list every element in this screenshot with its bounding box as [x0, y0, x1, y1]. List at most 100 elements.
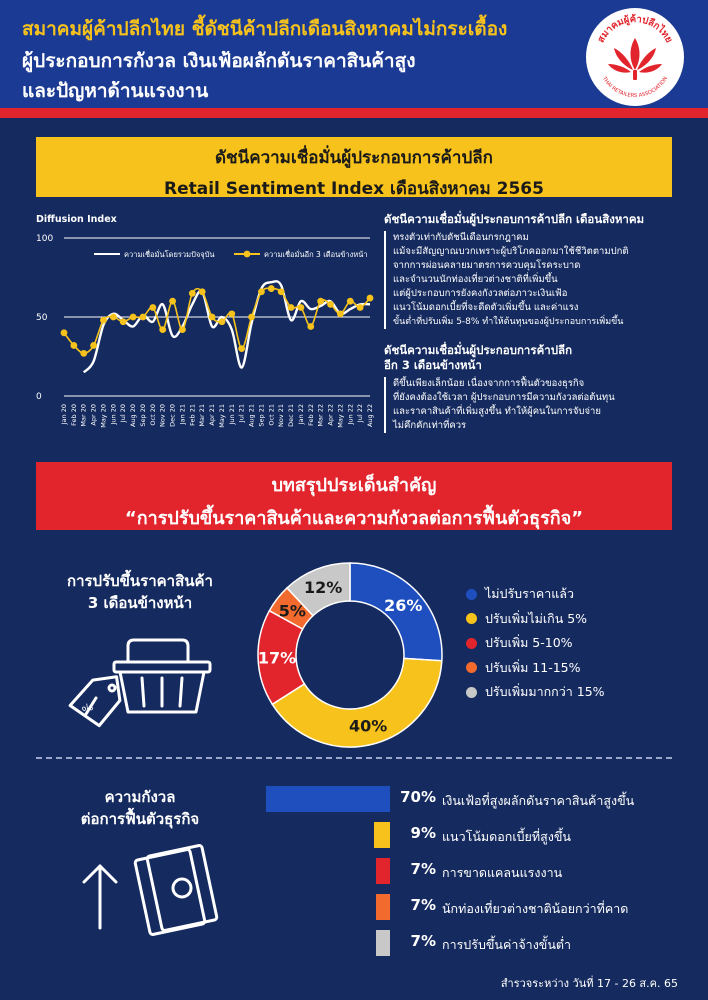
slice-label: 12%: [304, 578, 342, 597]
legend-dot: [466, 686, 477, 698]
concern-category-label: การปรับขึ้นค่าจ้างขั้นต่ำ: [442, 937, 572, 952]
data-point: [129, 313, 137, 321]
slice-label: 5%: [279, 601, 306, 620]
data-point: [297, 304, 305, 311]
data-point: [346, 297, 354, 305]
legend-item: ปรับเพิ่มมากกว่า 15%: [466, 680, 605, 705]
slice-label: 40%: [349, 717, 387, 736]
x-tick-label: May 22: [336, 404, 344, 428]
concern-value-label: 7%: [410, 932, 436, 950]
data-point: [336, 310, 344, 318]
x-tick-label: Apr 20: [90, 404, 98, 426]
y-tick-label: 50: [36, 313, 48, 323]
x-tick-label: Mar 20: [80, 404, 88, 427]
x-tick-label: Mar 22: [317, 404, 325, 427]
panel-text-line: แม้จะมีสัญญาณบวกเพราะผู้บริโภคออกมาใช้ชี…: [393, 246, 629, 257]
data-point: [228, 310, 236, 318]
concern-section-line2: ต่อการฟื้นตัวธุรกิจ: [80, 810, 200, 828]
series-line-current: [82, 280, 371, 374]
x-tick-label: Dec 20: [169, 404, 177, 427]
price-section-line2: 3 เดือนข้างหน้า: [87, 594, 193, 612]
x-tick-label: Jul 20: [119, 404, 127, 423]
data-point: [80, 349, 88, 357]
data-point: [188, 289, 196, 297]
data-point: [169, 297, 176, 305]
section-divider: [36, 757, 672, 759]
panel-text-line: ที่ยังคงต้องใช้เวลา ผู้ประกอบการมีความกั…: [393, 392, 615, 403]
legend-label: ปรับเพิ่มไม่เกิน 5%: [485, 610, 588, 626]
shopping-basket-icon: %: [68, 638, 212, 728]
concern-category-label: เงินเฟ้อที่สูงผลักดันราคาสินค้าสูงขึ้น: [442, 793, 635, 808]
data-point: [317, 297, 325, 305]
concern-bar-chart: 70% เงินเฟ้อที่สูงผลักดันราคาสินค้าสูงขึ้…: [0, 780, 708, 960]
slice-label: 17%: [258, 648, 296, 667]
legend-label: ความเชื่อมั่นโดยรวมปัจจุบัน: [124, 249, 215, 259]
data-point: [287, 304, 295, 311]
donut-legend: ไม่ปรับราคาแล้ว ปรับเพิ่มไม่เกิน 5% ปรับ…: [466, 582, 605, 705]
x-tick-label: Feb 20: [70, 404, 78, 426]
legend-marker: [243, 250, 251, 258]
concern-category-label: แนวโน้มดอกเบี้ยที่สูงขึ้น: [442, 829, 571, 844]
concern-section-line1: ความกังวล: [104, 788, 176, 806]
concern-bar: [376, 894, 390, 920]
concern-value-label: 9%: [410, 824, 436, 842]
data-point: [238, 345, 246, 352]
concern-bar: [376, 930, 390, 956]
inflation-money-icon: [82, 844, 219, 936]
panel-text-line: แต่ผู้ประกอบการยังคงกังวลต่อภาวะเงินเฟ้อ: [393, 288, 568, 299]
y-tick-label: 0: [36, 392, 42, 402]
x-tick-label: Nov 20: [159, 404, 167, 427]
concern-bar: [376, 858, 390, 884]
index-banner-subtitle: Retail Sentiment Index เดือนสิงหาคม 2565: [164, 179, 544, 199]
panel-heading-future-1: ดัชนีความเชื่อมั่นผู้ประกอบการค้าปลีก: [384, 343, 573, 357]
panel-heading-current: ดัชนีความเชื่อมั่นผู้ประกอบการค้าปลีก เด…: [384, 212, 645, 226]
summary-banner: บทสรุปประเด็นสำคัญ “การปรับขึ้นราคาสินค้…: [36, 462, 672, 530]
price-section-label: การปรับขึ้นราคาสินค้า 3 เดือนข้างหน้า: [40, 570, 240, 614]
concern-category-label: นักท่องเที่ยวต่างชาติน้อยกว่าที่คาด: [442, 901, 629, 916]
donut-slice: [271, 657, 443, 748]
concern-category-label: การขาดแคลนแรงงาน: [442, 865, 563, 880]
price-increase-donut: 26% 40% 17% 5% 12%: [257, 562, 443, 748]
data-point: [327, 300, 334, 308]
data-point: [109, 313, 117, 321]
x-tick-label: Jun 20: [109, 404, 117, 426]
legend-dot: [466, 613, 477, 625]
x-tick-label: Jul 22: [356, 404, 364, 423]
index-banner-title: ดัชนีความเชื่อมั่นผู้ประกอบการค้าปลีก: [215, 148, 493, 168]
data-point: [277, 288, 285, 296]
concern-value-label: 7%: [410, 896, 436, 914]
x-tick-label: Jul 21: [238, 404, 246, 423]
y-tick-label: 100: [36, 234, 53, 244]
concern-section-label: ความกังวล ต่อการฟื้นตัวธุรกิจ: [40, 786, 240, 830]
survey-date: สำรวจระหว่าง วันที่ 17 - 26 ส.ค. 65: [500, 977, 678, 990]
legend-label: ไม่ปรับราคาแล้ว: [485, 586, 574, 602]
summary-panel: ดัชนีความเชื่อมั่นผู้ประกอบการค้าปลีก เด…: [384, 212, 684, 433]
headline-1: สมาคมผู้ค้าปลีกไทย ชี้ดัชนีค้าปลีกเดือนส…: [22, 18, 508, 40]
legend-item: ปรับเพิ่มไม่เกิน 5%: [466, 607, 605, 632]
header-red-bar: [0, 108, 708, 118]
x-tick-label: Jan 22: [297, 404, 305, 425]
data-point: [366, 294, 374, 302]
data-point: [356, 304, 364, 311]
data-point: [218, 318, 226, 326]
panel-text-line: จากการผ่อนคลายมาตรการควบคุมโรคระบาด: [393, 260, 581, 271]
data-point: [149, 304, 157, 311]
concern-bar: [266, 786, 390, 812]
donut-slice: [285, 562, 351, 617]
legend-label: ความเชื่อมั่นอีก 3 เดือนข้างหน้า: [264, 249, 368, 259]
x-tick-label: May 20: [99, 404, 107, 428]
x-tick-label: Jun 22: [346, 404, 354, 426]
data-point: [307, 323, 315, 330]
data-point: [139, 313, 147, 321]
data-point: [267, 285, 275, 292]
panel-text-current: ทรงตัวเท่ากับดัชนีเดือนกรกฎาคม แม้จะมีสั…: [384, 231, 684, 329]
data-point: [258, 288, 265, 296]
summary-banner-title: บทสรุปประเด็นสำคัญ: [271, 475, 437, 496]
x-tick-label: Aug 21: [248, 404, 256, 427]
slice-label: 26%: [384, 596, 422, 615]
x-tick-label: Sep 21: [257, 404, 265, 427]
panel-text-future: ดีขึ้นเพียงเล็กน้อย เนื่องจากการฟื้นตัวข…: [384, 377, 684, 433]
legend-label: ปรับเพิ่ม 11-15%: [485, 659, 581, 675]
association-logo: สมาคมผู้ค้าปลีกไทย THAI RETAILERS ASSOCI…: [586, 8, 684, 106]
data-point: [248, 313, 255, 321]
